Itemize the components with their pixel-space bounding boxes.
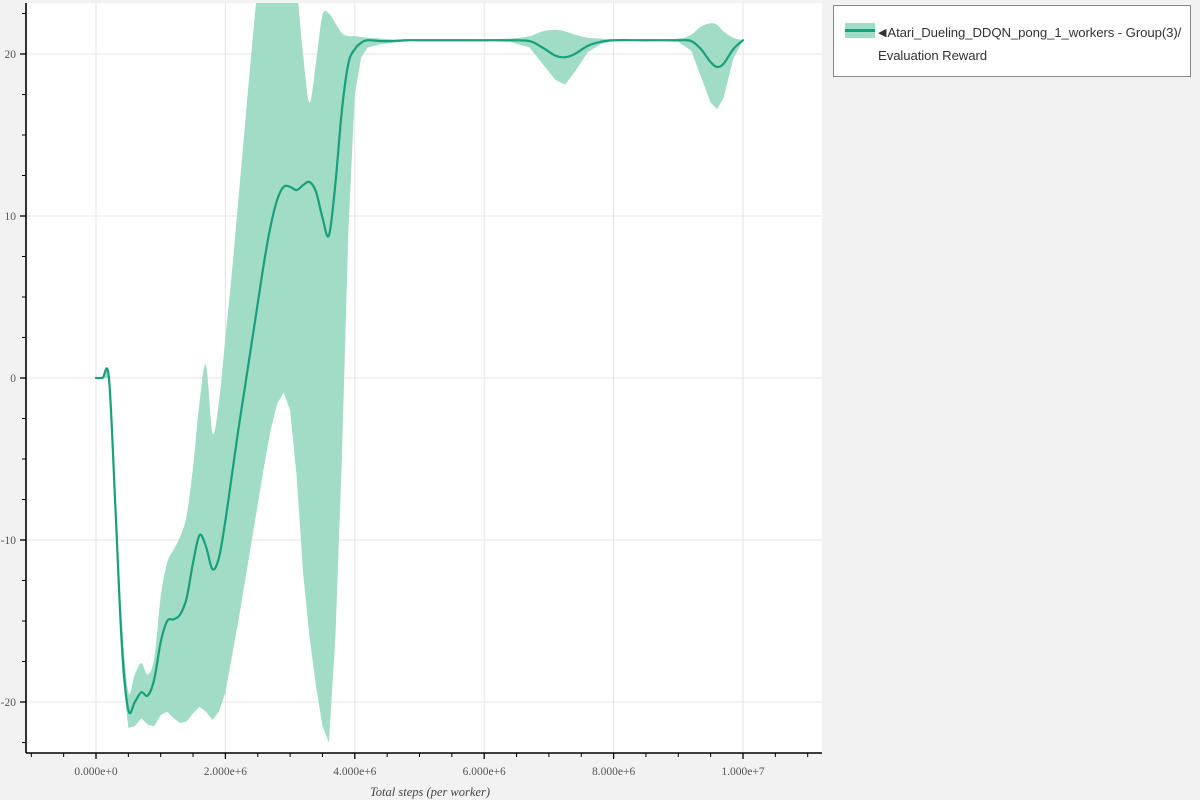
svg-text:6.000e+6: 6.000e+6 bbox=[463, 766, 506, 778]
legend-line-swatch bbox=[845, 29, 875, 32]
svg-text:-20: -20 bbox=[1, 697, 17, 709]
svg-text:8.000e+6: 8.000e+6 bbox=[592, 766, 635, 778]
series-line[interactable] bbox=[94, 39, 745, 715]
svg-text:0.000e+0: 0.000e+0 bbox=[74, 766, 117, 778]
y-axis-ticks bbox=[20, 13, 26, 743]
legend[interactable]: ◀Atari_Dueling_DDQN_pong_1_workers - Gro… bbox=[833, 5, 1191, 77]
grid-lines bbox=[26, 3, 822, 753]
svg-text:10: 10 bbox=[5, 211, 17, 223]
svg-text:4.000e+6: 4.000e+6 bbox=[333, 766, 376, 778]
x-axis-tick-labels: 0.000e+0 2.000e+6 4.000e+6 6.000e+6 8.000e+6… bbox=[74, 766, 764, 778]
y-axis-tick-labels: 20 10 0 -10 -20 bbox=[1, 49, 17, 709]
x-axis-title: Total steps (per worker) bbox=[370, 785, 490, 799]
legend-entry[interactable]: ◀Atari_Dueling_DDQN_pong_1_workers - Gro… bbox=[845, 22, 1182, 67]
svg-text:2.000e+6: 2.000e+6 bbox=[204, 766, 247, 778]
legend-entry-text: ◀Atari_Dueling_DDQN_pong_1_workers - Gro… bbox=[878, 22, 1182, 67]
svg-text:1.000e+7: 1.000e+7 bbox=[721, 766, 764, 778]
svg-text:-10: -10 bbox=[1, 535, 17, 547]
legend-collapse-arrow-icon[interactable]: ◀ bbox=[878, 27, 887, 39]
svg-text:20: 20 bbox=[5, 49, 17, 61]
svg-text:0: 0 bbox=[10, 373, 16, 385]
x-axis-ticks bbox=[30, 753, 809, 759]
legend-color-swatch bbox=[845, 23, 875, 38]
legend-entry-label: Atari_Dueling_DDQN_pong_1_workers - Grou… bbox=[878, 25, 1182, 63]
confidence-band bbox=[96, 3, 743, 743]
